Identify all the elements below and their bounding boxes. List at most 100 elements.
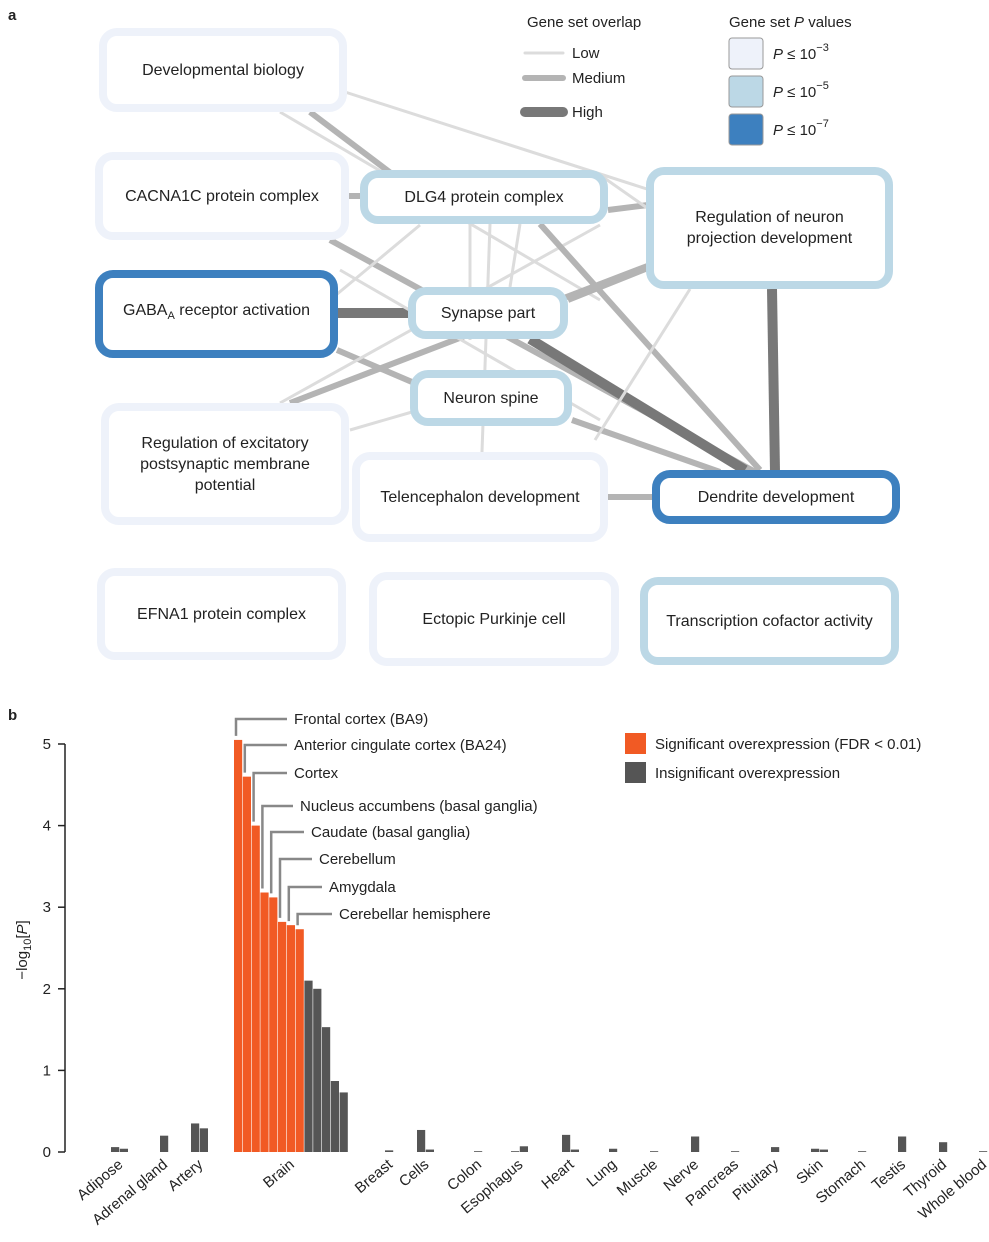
bar	[858, 1151, 867, 1152]
node-label: Telencephalon development	[380, 487, 579, 508]
leader-line	[296, 912, 332, 926]
bar	[234, 739, 243, 1152]
bar	[330, 1081, 339, 1152]
bar	[979, 1151, 988, 1152]
y-axis-label-part: 10	[22, 939, 34, 951]
bar	[119, 1148, 128, 1152]
node-label-part: Transcription cofactor activity	[666, 612, 873, 630]
edge	[335, 347, 414, 385]
node-label-part: GABA	[123, 302, 168, 320]
node-label-part: CACNA1C protein complex	[125, 187, 319, 205]
x-tick-label: Artery	[165, 1156, 207, 1195]
node-label: Neuron spine	[443, 388, 538, 409]
node-label: CACNA1C protein complex	[125, 186, 319, 207]
y-tick-label: 5	[43, 736, 51, 753]
leader-line	[243, 743, 287, 773]
y-axis-label: −log10[P]	[14, 920, 34, 979]
bar	[609, 1148, 618, 1152]
node-label-part: Neuron spine	[443, 389, 539, 407]
legend-title-part: Gene set	[729, 14, 794, 31]
node: Regulation of neuron projection developm…	[646, 167, 893, 289]
node-label-part: receptor activation	[174, 302, 310, 320]
leader-line	[261, 804, 293, 889]
node-label: Ectopic Purkinje cell	[422, 609, 565, 630]
x-tick-label: Brain	[260, 1156, 298, 1192]
legend-label-part: ≤ 10	[783, 84, 816, 101]
bar	[771, 1147, 780, 1152]
bar	[304, 980, 313, 1152]
bar-label: Anterior cingulate cortex (BA24)	[294, 737, 507, 754]
node: Dendrite development	[652, 470, 900, 524]
edge	[349, 410, 413, 432]
bar	[313, 988, 322, 1152]
node-label: EFNA1 protein complex	[137, 604, 306, 625]
bar	[242, 776, 251, 1152]
node-label-part: Telencephalon development	[380, 488, 580, 506]
edge	[308, 109, 402, 183]
legend-label: P ≤ 10−5	[773, 80, 829, 101]
legend-swatch	[728, 113, 764, 146]
edge	[571, 417, 721, 475]
legend-label: Insignificant overexpression	[655, 765, 840, 782]
legend-swatch	[625, 762, 646, 783]
bar	[160, 1135, 169, 1152]
bar	[691, 1136, 700, 1152]
leader-line	[278, 857, 312, 918]
legend-label: P ≤ 10−3	[773, 42, 829, 63]
node-label-part: Regulation of neuron projection developm…	[686, 209, 853, 247]
legend-label: High	[572, 104, 603, 121]
node-label: GABAA receptor activation	[123, 300, 310, 327]
node: Neuron spine	[410, 370, 572, 426]
y-axis-label-part: ]	[14, 920, 31, 924]
edge	[767, 288, 780, 473]
bar	[650, 1151, 659, 1152]
legend-label-part: P	[773, 46, 783, 63]
bar-label: Nucleus accumbens (basal ganglia)	[300, 798, 538, 815]
edge	[329, 223, 421, 302]
node: Synapse part	[408, 287, 568, 339]
node-label-part: Synapse part	[440, 304, 536, 322]
node: Developmental biology	[99, 28, 347, 112]
bar	[811, 1148, 820, 1152]
bar	[199, 1128, 208, 1152]
y-axis-label-part: P	[14, 924, 31, 934]
y-axis-label-part: [	[14, 934, 31, 939]
bar	[260, 892, 269, 1152]
edge	[593, 288, 692, 441]
legend-title: Gene set overlap	[527, 14, 641, 31]
leader-line	[234, 717, 287, 736]
legend-label: P ≤ 10−7	[773, 118, 829, 139]
bar	[417, 1129, 426, 1152]
bar	[519, 1146, 528, 1152]
legend-title: Gene set P values	[729, 14, 852, 31]
node-label: Regulation of neuron projection developm…	[668, 207, 871, 249]
bar	[385, 1150, 394, 1152]
x-tick-label: Cells	[396, 1156, 432, 1190]
bar	[251, 825, 260, 1152]
x-tick-label: Breast	[352, 1156, 397, 1197]
bar-label: Cortex	[294, 765, 339, 782]
node: Telencephalon development	[352, 452, 608, 542]
legend-label-part: −5	[816, 80, 829, 92]
legend-swatch	[728, 75, 764, 108]
x-tick-label: Muscle	[614, 1156, 661, 1200]
node-label-part: Dendrite development	[697, 488, 855, 506]
bar	[111, 1147, 120, 1152]
node: DLG4 protein complex	[360, 170, 608, 224]
x-tick-label: Heart	[538, 1156, 578, 1193]
node-label: Developmental biology	[142, 60, 304, 81]
bar-label: Cerebellar hemisphere	[339, 906, 491, 923]
bar	[898, 1136, 907, 1152]
legend-swatch	[728, 37, 764, 70]
bar	[939, 1142, 948, 1152]
legend-label-part: ≤ 10	[783, 46, 816, 63]
node-label: Regulation of excitatory postsynaptic me…	[123, 433, 327, 496]
edge	[566, 265, 650, 303]
node: CACNA1C protein complex	[95, 152, 349, 240]
bar	[278, 921, 287, 1152]
node-label-part: Developmental biology	[142, 61, 304, 79]
node: Regulation of excitatory postsynaptic me…	[101, 403, 349, 525]
leader-line	[287, 885, 322, 922]
y-axis-label-part: −log	[14, 951, 31, 980]
